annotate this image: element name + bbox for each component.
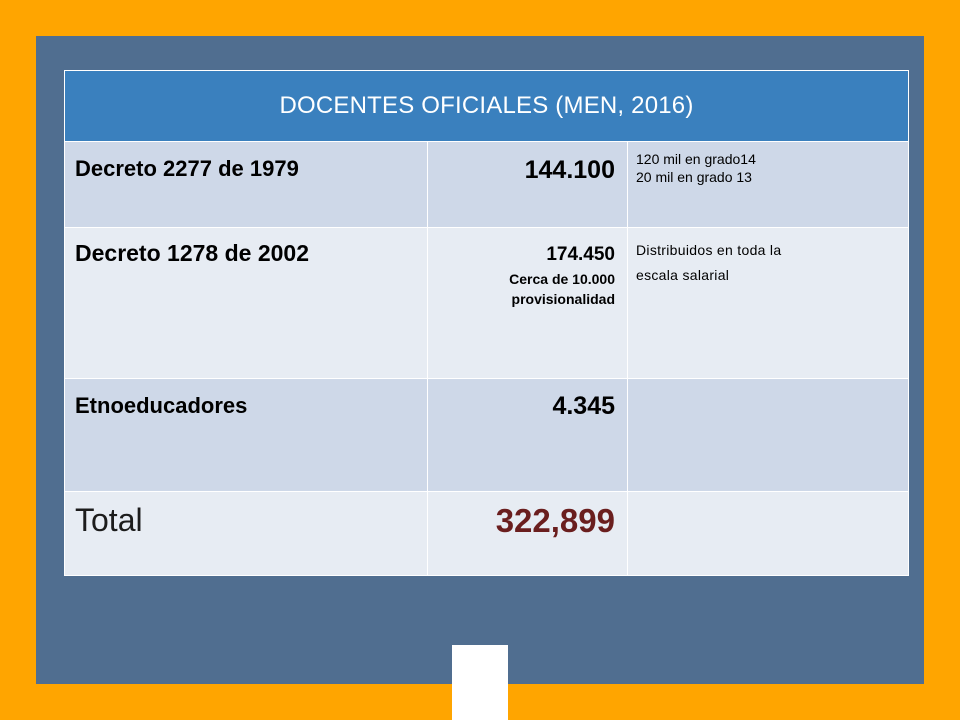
row-value: 174.450	[546, 244, 615, 265]
row-note-empty	[626, 491, 910, 576]
value-sub-line: provisionalidad	[511, 291, 615, 307]
value-sub-line: Cerca de 10.000	[509, 271, 615, 287]
row-label: Etnoeducadores	[64, 378, 428, 492]
table-row: Etnoeducadores 4.345	[64, 378, 910, 492]
row-label: Decreto 2277 de 1979	[64, 141, 428, 228]
row-label: Decreto 1278 de 2002	[64, 227, 428, 379]
row-note: Distribuidos en toda la escala salarial	[626, 227, 910, 379]
table-title: DOCENTES OFICIALES (MEN, 2016)	[63, 70, 910, 142]
docentes-table: DOCENTES OFICIALES (MEN, 2016) Decreto 2…	[63, 70, 910, 576]
note-line: Distribuidos en toda la	[636, 242, 782, 258]
bottom-notch	[452, 645, 508, 720]
row-note: 120 mil en grado14 20 mil en grado 13	[626, 141, 910, 228]
row-note-empty	[626, 378, 910, 492]
table-row: Decreto 1278 de 2002 174.450 Cerca de 10…	[64, 227, 910, 379]
row-value-cell: 174.450 Cerca de 10.000 provisionalidad	[427, 227, 628, 379]
note-line: 20 mil en grado 13	[636, 169, 752, 185]
note-line: escala salarial	[636, 267, 730, 283]
table-row: Decreto 2277 de 1979 144.100 120 mil en …	[64, 141, 910, 228]
total-label: Total	[64, 491, 428, 576]
table-row-total: Total 322,899	[64, 491, 910, 576]
row-value: 144.100	[427, 141, 628, 228]
total-value: 322,899	[427, 491, 628, 576]
row-value: 4.345	[427, 378, 628, 492]
note-line: 120 mil en grado14	[636, 151, 756, 167]
